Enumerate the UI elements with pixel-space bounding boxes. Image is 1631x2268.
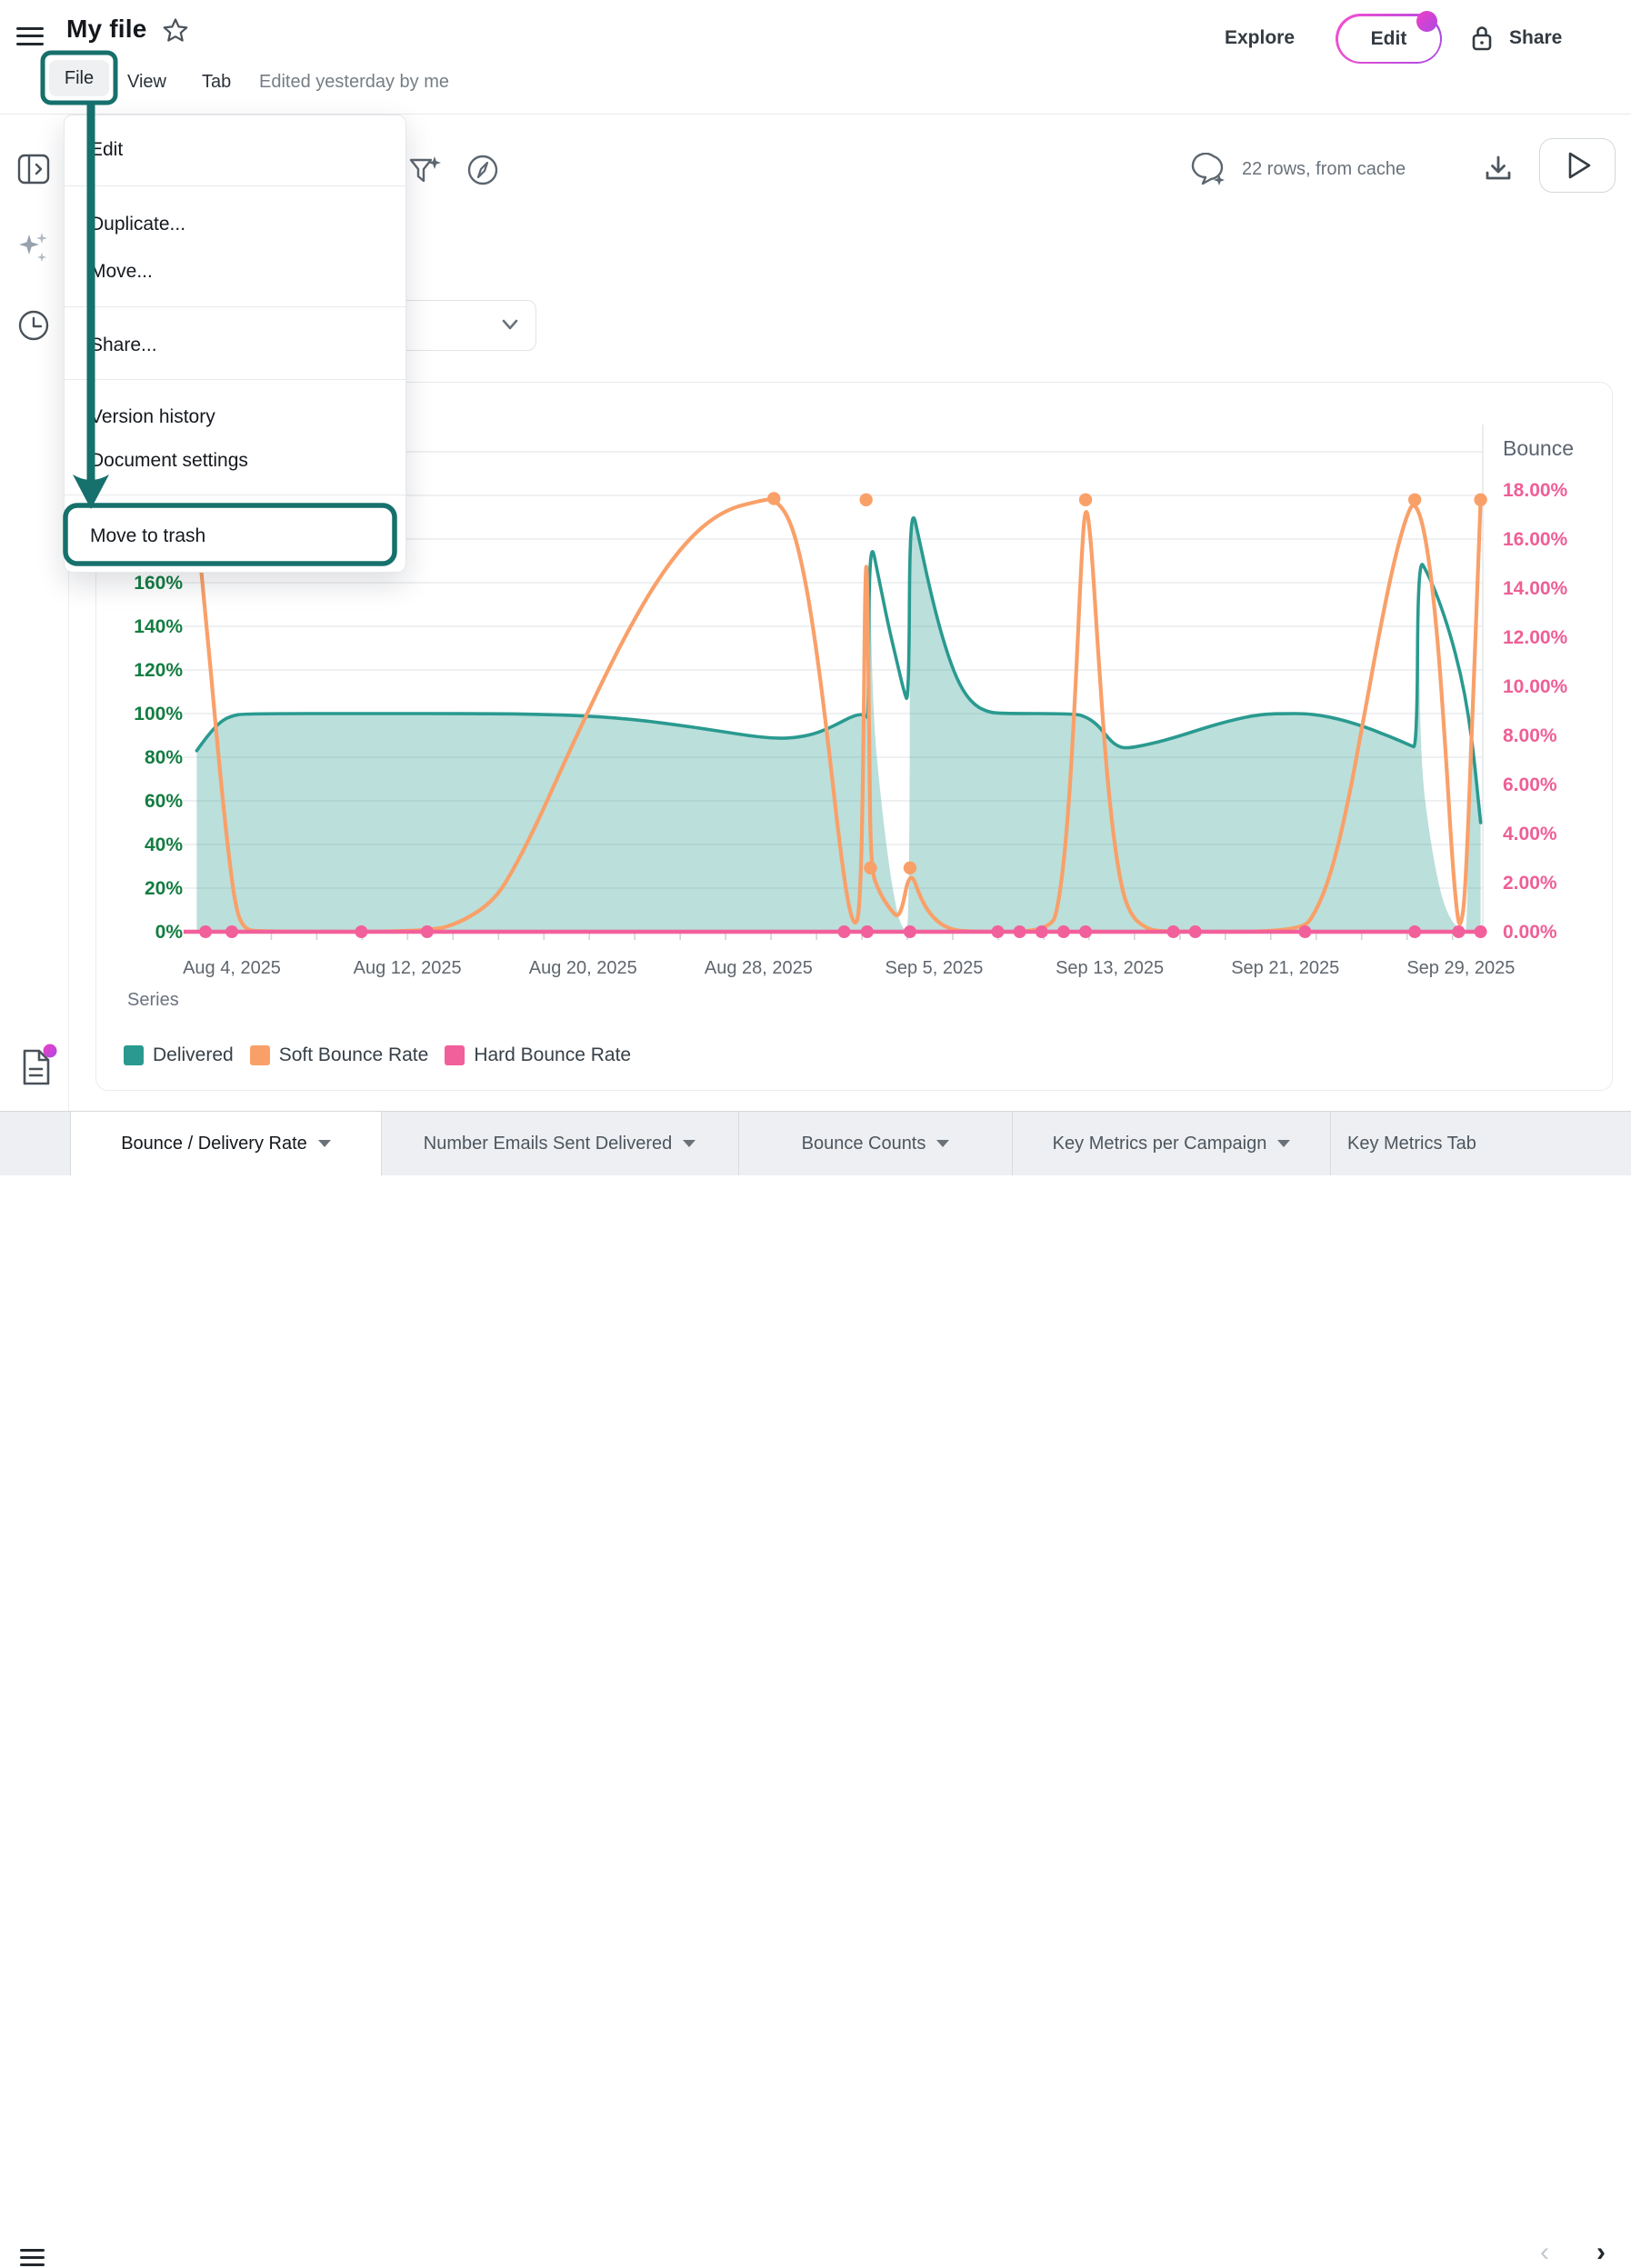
tab-key-metrics-tab[interactable]: Key Metrics Tab — [1347, 1133, 1476, 1154]
menu-item-move[interactable]: Move... — [90, 261, 153, 282]
tab-number-emails-sent-delivered[interactable]: Number Emails Sent Delivered — [381, 1112, 739, 1175]
legend-swatch-soft-bounce — [249, 1045, 270, 1065]
svg-text:4.00%: 4.00% — [1503, 824, 1557, 844]
rows-status: 22 rows, from cache — [1242, 159, 1406, 179]
menu-divider — [65, 306, 405, 307]
svg-text:12.00%: 12.00% — [1503, 627, 1568, 648]
menu-item-move-to-trash[interactable]: Move to trash — [90, 525, 206, 546]
sidebar-toggle-icon[interactable] — [17, 151, 50, 187]
svg-text:2.00%: 2.00% — [1503, 873, 1557, 894]
bounce-delivery-chart: Aug 4, 2025 Aug 12, 2025 Aug 20, 2025 Aug 2… — [134, 425, 1574, 978]
svg-text:140%: 140% — [134, 616, 183, 637]
menu-item-duplicate[interactable]: Duplicate... — [90, 214, 186, 235]
svg-text:6.00%: 6.00% — [1503, 774, 1557, 795]
chevron-right-icon[interactable]: › — [1596, 2237, 1606, 2267]
header-divider — [0, 114, 1631, 115]
view-menu-button[interactable]: View — [127, 72, 166, 92]
svg-text:20%: 20% — [145, 878, 183, 899]
svg-text:60%: 60% — [145, 791, 183, 812]
svg-text:Sep 5, 2025: Sep 5, 2025 — [886, 958, 984, 978]
document-icon[interactable] — [17, 1044, 57, 1091]
svg-text:Sep 29, 2025: Sep 29, 2025 — [1406, 958, 1515, 978]
compass-icon[interactable] — [465, 153, 500, 187]
menu-item-edit[interactable]: Edit — [90, 139, 124, 160]
svg-text:40%: 40% — [145, 834, 183, 855]
tab-bounce-counts[interactable]: Bounce Counts — [739, 1112, 1013, 1175]
bottom-tab-bar: Bounce / Delivery Rate Number Emails Sen… — [0, 1111, 1631, 2267]
filter-sparkle-icon[interactable] — [407, 155, 444, 187]
svg-text:16.00%: 16.00% — [1503, 529, 1568, 550]
svg-text:10.00%: 10.00% — [1503, 676, 1568, 697]
svg-text:14.00%: 14.00% — [1503, 578, 1568, 599]
share-button[interactable]: Share — [1509, 27, 1563, 48]
caret-down-icon[interactable] — [936, 1140, 950, 1147]
file-menu-button[interactable]: File — [49, 60, 109, 96]
svg-text:Aug 4, 2025: Aug 4, 2025 — [183, 958, 281, 978]
legend-swatch-hard-bounce — [445, 1045, 465, 1065]
svg-text:0.00%: 0.00% — [1503, 922, 1557, 943]
chart-legend: Delivered Soft Bounce Rate Hard Bounce R… — [124, 1044, 631, 1066]
svg-text:Aug 28, 2025: Aug 28, 2025 — [705, 958, 813, 978]
svg-text:160%: 160% — [134, 573, 183, 594]
left-sidebar — [0, 115, 69, 1111]
svg-text:80%: 80% — [145, 747, 183, 768]
legend-item-delivered[interactable]: Delivered — [124, 1044, 234, 1066]
svg-text:0%: 0% — [155, 922, 184, 943]
download-icon[interactable] — [1482, 153, 1515, 185]
caret-down-icon[interactable] — [1277, 1140, 1291, 1147]
page-title: My file — [66, 15, 147, 43]
menu-item-document-settings[interactable]: Document settings — [90, 450, 248, 471]
hamburger-menu-icon[interactable] — [16, 22, 44, 46]
legend-item-soft-bounce[interactable]: Soft Bounce Rate — [249, 1044, 428, 1066]
menu-item-version-history[interactable]: Version history — [90, 406, 215, 427]
notification-dot — [1416, 11, 1437, 32]
svg-text:8.00%: 8.00% — [1503, 725, 1557, 746]
star-favorite-icon[interactable] — [162, 17, 189, 44]
svg-text:100%: 100% — [134, 704, 183, 724]
run-play-button[interactable] — [1539, 138, 1616, 193]
caret-down-icon[interactable] — [317, 1140, 331, 1147]
tab-bounce-delivery-rate[interactable]: Bounce / Delivery Rate — [70, 1112, 382, 1175]
lock-icon — [1470, 24, 1494, 53]
legend-title: Series — [127, 990, 179, 1010]
chart-cell: Aug 4, 2025 Aug 12, 2025 Aug 20, 2025 Aug 2… — [95, 382, 1613, 1091]
svg-text:18.00%: 18.00% — [1503, 480, 1568, 501]
edited-status: Edited yesterday by me — [259, 72, 449, 92]
menu-divider — [65, 379, 405, 380]
svg-text:Bounce: Bounce — [1503, 436, 1574, 460]
history-clock-icon[interactable] — [17, 309, 50, 342]
menu-item-share[interactable]: Share... — [90, 335, 157, 355]
tab-menu-button[interactable]: Tab — [202, 72, 232, 92]
caret-down-icon[interactable] — [683, 1140, 696, 1147]
svg-text:Sep 21, 2025: Sep 21, 2025 — [1231, 958, 1339, 978]
legend-swatch-delivered — [124, 1045, 144, 1065]
legend-item-hard-bounce[interactable]: Hard Bounce Rate — [445, 1044, 631, 1066]
tab-key-metrics-per-campaign[interactable]: Key Metrics per Campaign — [1013, 1112, 1331, 1175]
tabs-menu-icon[interactable] — [20, 2244, 45, 2266]
chevron-left-icon[interactable]: ‹ — [1540, 2237, 1549, 2267]
explore-button[interactable]: Explore — [1225, 27, 1296, 48]
menu-divider — [65, 185, 405, 186]
svg-text:Aug 20, 2025: Aug 20, 2025 — [529, 958, 637, 978]
chevron-down-icon — [502, 319, 518, 330]
svg-text:120%: 120% — [134, 660, 183, 681]
svg-text:Sep 13, 2025: Sep 13, 2025 — [1056, 958, 1164, 978]
file-dropdown-menu: Edit Duplicate... Move... Share... Versi… — [64, 115, 406, 573]
svg-text:Aug 12, 2025: Aug 12, 2025 — [354, 958, 462, 978]
ai-sparkles-icon[interactable] — [17, 229, 50, 265]
chat-sparkle-icon[interactable] — [1191, 153, 1229, 189]
